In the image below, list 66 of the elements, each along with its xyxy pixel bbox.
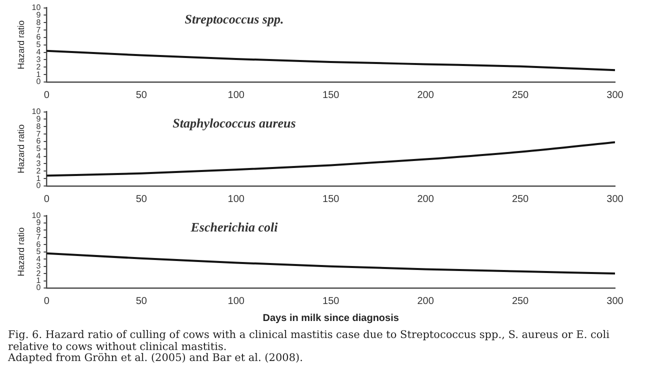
- y-tick-label: 5: [36, 40, 42, 50]
- y-tick-label: 6: [36, 32, 42, 42]
- y-axis-title: Hazard ratio: [16, 20, 26, 70]
- x-tick-label: 150: [322, 296, 340, 307]
- y-tick-label: 9: [36, 114, 42, 124]
- x-tick-label: 150: [322, 90, 340, 101]
- y-tick-label: 7: [36, 129, 42, 138]
- y-tick-label: 8: [36, 225, 42, 234]
- y-tick-label: 10: [32, 107, 42, 116]
- caption: Fig. 6. Hazard ratio of culling of cows with a clinical mastitis case due to Streptococcus spp., S. aureus or E. coli relative to cows without clinical mastitis.: [8, 329, 610, 353]
- y-tick-label: 0: [36, 283, 42, 292]
- x-tick-label: 100: [228, 90, 245, 101]
- x-tick-label: 50: [136, 90, 148, 101]
- y-tick-label: 7: [36, 232, 42, 242]
- x-axis-title: Days in milk since diagnosis: [262, 312, 400, 324]
- x-tick-label: 50: [136, 194, 148, 205]
- x-tick-label: 150: [322, 194, 340, 205]
- y-tick-label: 4: [36, 48, 42, 57]
- y-tick-label: 0: [36, 181, 42, 190]
- y-tick-label: 1: [36, 276, 42, 285]
- x-tick-label: 250: [512, 194, 530, 205]
- line-series: [46, 252, 615, 275]
- x-tick-label: 300: [606, 90, 624, 101]
- x-tick-label: 250: [512, 296, 530, 307]
- y-tick-label: 1: [36, 70, 42, 79]
- x-tick-label: 200: [417, 296, 434, 307]
- y-tick-label: 3: [36, 54, 42, 64]
- y-tick-label: 3: [36, 158, 42, 168]
- y-tick-label: 9: [36, 218, 42, 228]
- y-tick-label: 8: [36, 18, 42, 27]
- y-tick-label: 2: [36, 62, 42, 72]
- y-tick-label: 4: [36, 152, 42, 161]
- x-tick-label: 0: [44, 90, 50, 101]
- y-tick-label: 7: [36, 25, 42, 34]
- y-axis-title: Hazard ratio: [16, 227, 26, 276]
- y-tick-label: 6: [36, 240, 42, 249]
- y-tick-label: 2: [36, 166, 42, 176]
- line-series: [46, 50, 615, 72]
- x-tick-label: 200: [417, 194, 434, 205]
- y-axis-title: Hazard ratio: [16, 124, 26, 174]
- x-tick-label: 50: [136, 296, 148, 307]
- y-tick-label: 5: [36, 144, 42, 154]
- x-tick-label: 300: [606, 194, 624, 205]
- y-tick-label: 8: [36, 122, 42, 131]
- line-series: [46, 141, 615, 177]
- y-tick-label: 1: [36, 174, 42, 183]
- text: Adapted from Gröhn et al. (2005) and Bar et al. (2008).: [8, 352, 304, 364]
- y-tick-label: 10: [32, 211, 42, 220]
- x-tick-label: 0: [44, 194, 50, 205]
- y-tick-label: 0: [36, 77, 42, 86]
- x-tick-label: 200: [417, 90, 434, 101]
- chart-title: Staphylococcus aureus: [172, 116, 296, 131]
- y-tick-label: 9: [36, 10, 42, 20]
- x-tick-label: 300: [606, 296, 624, 307]
- y-tick-label: 10: [32, 3, 42, 12]
- y-tick-label: 5: [36, 247, 42, 256]
- x-tick-label: 250: [512, 90, 530, 101]
- chart-title: Streptococcus spp.: [184, 12, 284, 27]
- y-tick-label: 2: [36, 268, 42, 278]
- y-tick-label: 6: [36, 136, 42, 146]
- x-tick-label: 100: [228, 194, 245, 205]
- y-tick-label: 4: [36, 254, 42, 264]
- y-tick-label: 3: [36, 262, 42, 271]
- chart-title: Escherichia coli: [190, 220, 278, 235]
- x-tick-label: 0: [44, 296, 50, 307]
- x-tick-label: 100: [228, 296, 245, 307]
